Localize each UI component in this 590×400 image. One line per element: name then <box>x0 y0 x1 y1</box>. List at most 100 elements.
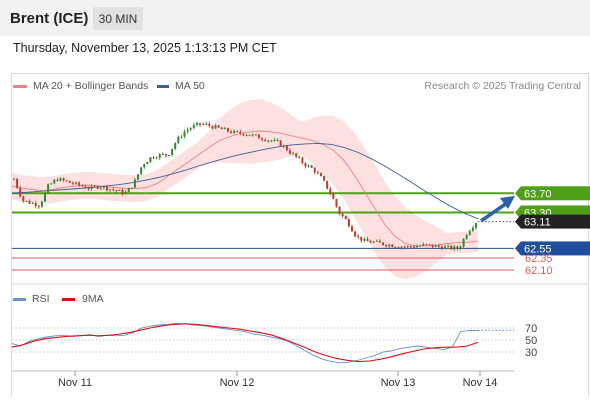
candle-body <box>199 123 202 125</box>
candle-body <box>459 246 462 249</box>
candle-body <box>124 192 127 195</box>
candle-body <box>397 247 400 249</box>
candle-body <box>261 138 264 140</box>
ma9-legend-label: 9MA <box>82 293 104 305</box>
candle-body <box>295 153 298 157</box>
candle-body <box>239 131 242 134</box>
current-price-tag-box <box>521 214 590 229</box>
current-price-tag-pointer <box>515 214 521 229</box>
forecast-arrow-shaft <box>480 201 508 223</box>
candle-body <box>471 227 474 231</box>
ma20-line <box>11 130 479 247</box>
candle-body <box>350 226 353 232</box>
candle-body <box>109 189 112 191</box>
candle-body <box>357 236 360 238</box>
candle-body <box>403 246 406 248</box>
candle-body <box>37 206 40 208</box>
candle-body <box>406 246 409 248</box>
price-tag-63.30-pointer <box>515 205 521 220</box>
instrument-title: Brent (ICE) <box>10 10 89 27</box>
candle-body <box>381 242 384 245</box>
candle-body <box>223 128 226 130</box>
candle-body <box>130 187 133 189</box>
price-tag-62.55-text: 62.55 <box>524 243 552 255</box>
candle-body <box>344 216 347 220</box>
ma50-legend-swatch <box>157 85 169 88</box>
ma50-legend-label: MA 50 <box>175 80 205 92</box>
candle-body <box>22 196 25 202</box>
candle-body <box>264 139 267 142</box>
candle-body <box>462 238 465 247</box>
candle-body <box>400 246 403 248</box>
candle-body <box>146 161 149 165</box>
price-label-62.10: 62.10 <box>525 265 553 277</box>
candle-body <box>313 167 316 173</box>
candle-body <box>468 230 471 235</box>
candle-body <box>195 123 198 125</box>
candle-body <box>388 244 391 247</box>
candle-body <box>211 126 214 129</box>
chart-header: Brent (ICE) 30 MIN <box>0 0 590 36</box>
candle-body <box>267 140 270 142</box>
candle-body <box>180 136 183 138</box>
candle-body <box>40 201 43 207</box>
candle-body <box>183 131 186 137</box>
candle-body <box>301 157 304 164</box>
x-tick-label: Nov 12 <box>220 377 255 389</box>
candle-body <box>422 244 425 246</box>
candle-body <box>25 200 28 202</box>
rsi-ma9-line <box>11 323 479 363</box>
candle-body <box>112 189 115 191</box>
candle-body <box>360 236 363 241</box>
timeframe-button[interactable]: 30 MIN <box>93 7 143 30</box>
credit-text: Research © 2025 Trading Central <box>424 80 581 92</box>
candle-body <box>192 124 195 129</box>
candle-body <box>453 246 456 250</box>
candle-body <box>310 165 313 168</box>
candle-body <box>251 134 254 136</box>
ma9-legend-swatch <box>62 298 75 301</box>
candle-body <box>87 188 90 190</box>
candle-body <box>47 184 50 193</box>
candle-body <box>13 178 15 180</box>
candle-body <box>78 182 81 186</box>
candle-body <box>245 134 248 136</box>
candle-body <box>416 246 419 248</box>
rsi-legend-swatch <box>13 298 26 301</box>
candle-body <box>208 123 211 127</box>
candle-body <box>90 186 93 189</box>
x-tick-label: Nov 14 <box>463 377 498 389</box>
candle-body <box>248 134 251 136</box>
candle-body <box>71 182 74 184</box>
candle-body <box>279 140 282 146</box>
candle-body <box>230 131 233 133</box>
price-tag-63.70-box <box>521 186 590 201</box>
candle-body <box>106 186 109 191</box>
candle-body <box>307 165 310 167</box>
candle-body <box>285 145 288 151</box>
ma50-line <box>11 142 479 220</box>
candle-body <box>137 174 140 180</box>
candle-body <box>155 157 158 159</box>
candle-body <box>236 130 239 132</box>
candle-body <box>450 245 453 250</box>
price-tag-62.55-pointer <box>515 241 521 256</box>
candle-body <box>171 148 174 155</box>
candle-body <box>475 223 477 228</box>
candle-body <box>443 246 446 250</box>
candle-body <box>189 128 192 130</box>
candle-body <box>412 246 415 248</box>
candle-body <box>425 244 428 246</box>
candle-body <box>298 156 301 158</box>
candle-body <box>118 189 121 191</box>
candle-body <box>456 246 459 249</box>
ma20-legend-label: MA 20 + Bollinger Bands <box>33 80 149 92</box>
ma20-legend-swatch <box>13 85 27 88</box>
candle-body <box>93 186 96 188</box>
candle-body <box>177 136 180 144</box>
rsi-tick-50: 50 <box>525 335 537 347</box>
candle-body <box>31 203 34 205</box>
candle-body <box>96 186 99 189</box>
candle-body <box>28 200 31 204</box>
rsi-tick-30: 30 <box>525 347 537 359</box>
